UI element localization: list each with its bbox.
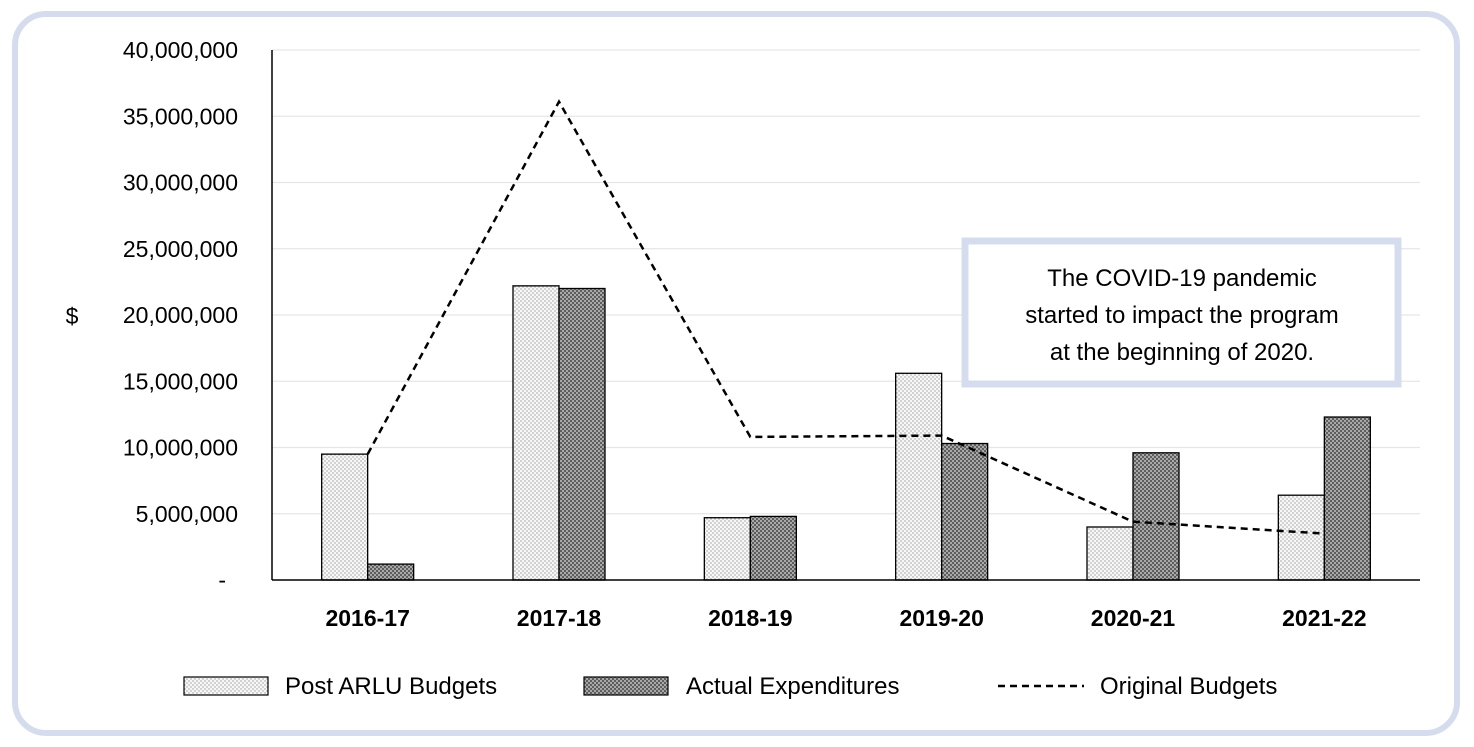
y-tick-label: 25,000,000 xyxy=(123,236,238,262)
x-category-label: 2017-18 xyxy=(517,605,602,631)
legend-swatch-post-arlu xyxy=(183,676,269,696)
y-tick-label: - xyxy=(218,567,226,593)
legend-label-original: Original Budgets xyxy=(1100,673,1277,700)
legend-label-post-arlu: Post ARLU Budgets xyxy=(285,673,497,700)
x-category-label: 2020-21 xyxy=(1091,605,1176,631)
y-tick-label: 20,000,000 xyxy=(123,302,238,328)
actual-expenditure-bar xyxy=(941,442,989,581)
post-arlu-bar xyxy=(1086,526,1134,581)
post-arlu-bar xyxy=(703,517,751,581)
y-tick-label: 10,000,000 xyxy=(123,435,238,461)
y-axis-label: $ xyxy=(66,303,79,329)
actual-expenditure-bar xyxy=(558,287,606,581)
y-tick-label: 15,000,000 xyxy=(123,368,238,394)
legend-item-original: Original Budgets xyxy=(998,673,1277,700)
x-axis-categories: 2016-17 2017-18 2018-19 2019-20 2020-21 2021-… xyxy=(325,605,1366,631)
actual-expenditure-bar xyxy=(749,515,797,581)
y-axis-ticks: - 5,000,000 10,000,000 15,000,000 20,000,000… xyxy=(123,37,238,593)
post-arlu-bar xyxy=(321,453,369,581)
legend-label-actual: Actual Expenditures xyxy=(686,673,899,700)
post-arlu-bar xyxy=(1277,494,1325,581)
original-budgets-line xyxy=(366,99,1325,535)
bars xyxy=(321,285,1371,581)
post-arlu-bar xyxy=(895,372,943,581)
x-category-label: 2021-22 xyxy=(1282,605,1366,631)
actual-expenditure-bar xyxy=(1323,416,1371,581)
annotation-box: The COVID-19 pandemic started to impact … xyxy=(961,237,1402,388)
post-arlu-bar xyxy=(512,285,560,581)
legend-item-actual: Actual Expenditures xyxy=(583,673,899,700)
actual-expenditure-bar xyxy=(1132,452,1180,581)
annotation-line-3: at the beginning of 2020. xyxy=(1050,339,1314,366)
legend: Post ARLU Budgets Actual Expenditures Or… xyxy=(183,673,1277,700)
x-category-label: 2019-20 xyxy=(899,605,983,631)
legend-item-post-arlu: Post ARLU Budgets xyxy=(183,673,497,700)
annotation-line-2: started to impact the program xyxy=(1025,302,1338,329)
y-tick-label: 40,000,000 xyxy=(123,37,238,63)
y-tick-label: 5,000,000 xyxy=(136,501,238,527)
x-category-label: 2018-19 xyxy=(708,605,792,631)
y-tick-label: 35,000,000 xyxy=(123,103,238,129)
annotation-line-1: The COVID-19 pandemic xyxy=(1047,265,1316,292)
actual-expenditure-bar xyxy=(367,563,415,581)
gridlines xyxy=(272,49,1420,515)
legend-swatch-actual xyxy=(583,676,669,696)
y-tick-label: 30,000,000 xyxy=(123,170,238,196)
x-category-label: 2016-17 xyxy=(325,605,409,631)
annotation-border xyxy=(961,237,1402,388)
